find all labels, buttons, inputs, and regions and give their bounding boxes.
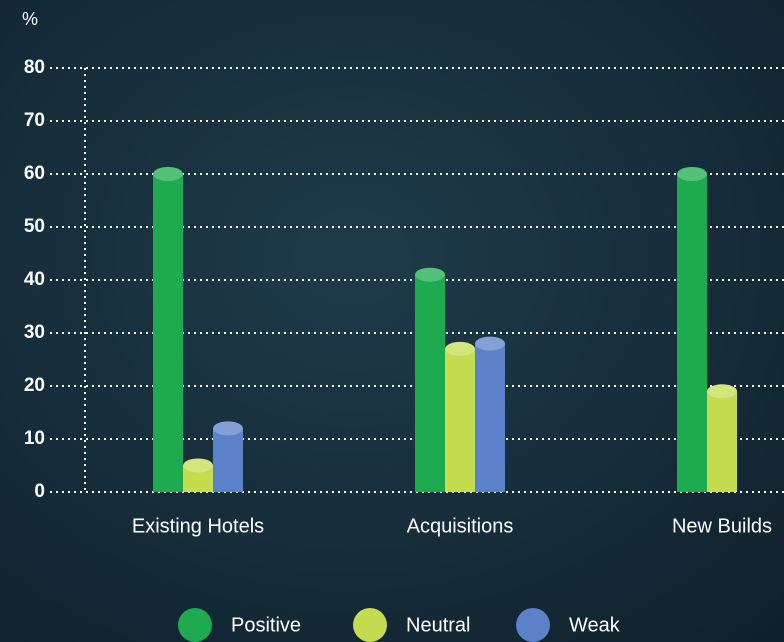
y-tick-label: 80 — [24, 57, 45, 78]
x-tick-label: New Builds — [672, 515, 772, 537]
bar-body — [677, 174, 707, 492]
y-tick-label: 40 — [24, 269, 45, 290]
bar-body — [707, 391, 737, 492]
bar-top — [475, 336, 505, 351]
legend-swatch — [178, 608, 212, 642]
x-tick-label: Acquisitions — [407, 515, 514, 537]
y-tick-label: 50 — [24, 216, 45, 237]
bar-top — [445, 341, 475, 356]
bar — [153, 167, 183, 492]
y-axis-label: % — [22, 9, 38, 29]
bar-top — [153, 167, 183, 181]
y-tick-label: 0 — [34, 481, 45, 502]
legend-label: Neutral — [406, 614, 470, 636]
bar — [445, 341, 475, 492]
legend-swatch — [353, 608, 387, 642]
legend-label: Weak — [569, 614, 621, 636]
legend-label: Positive — [231, 614, 301, 636]
bar — [707, 384, 737, 492]
bar-body — [153, 174, 183, 492]
bar — [213, 421, 243, 492]
x-tick-label: Existing Hotels — [132, 515, 264, 537]
legend-swatch — [516, 608, 550, 642]
bar-top — [707, 384, 737, 399]
bar-top — [415, 267, 445, 282]
bar — [183, 458, 213, 492]
bar-top — [213, 421, 243, 436]
bar-top — [677, 167, 707, 181]
y-tick-label: 60 — [24, 163, 45, 184]
bar-body — [213, 428, 243, 492]
y-tick-label: 10 — [24, 428, 45, 449]
bar — [415, 267, 445, 492]
y-tick-label: 30 — [24, 322, 45, 343]
bar-body — [445, 348, 475, 492]
y-tick-label: 20 — [24, 375, 45, 396]
bar-body — [475, 343, 505, 492]
bar — [677, 167, 707, 492]
bar-body — [415, 274, 445, 492]
y-tick-label: 70 — [24, 110, 45, 131]
bar-top — [183, 458, 213, 473]
bar — [475, 336, 505, 492]
